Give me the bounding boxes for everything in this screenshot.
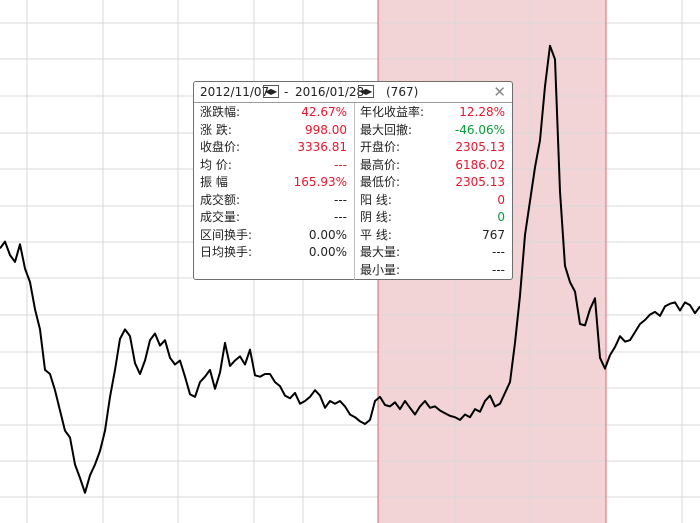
column-divider <box>354 103 355 280</box>
stat-label: 成交量: <box>200 210 241 224</box>
stat-label: 均 价: <box>200 157 232 172</box>
stat-value: 2305.13 <box>455 175 505 189</box>
stat-value: 12.28% <box>459 105 505 119</box>
stat-row: 涨 跌: 998.00 <box>200 122 347 139</box>
stat-value: 42.67% <box>301 105 347 119</box>
stat-value: 0.00% <box>308 227 347 242</box>
stat-value: -46.06% <box>454 122 505 137</box>
stat-row: 均 价: --- <box>200 157 347 174</box>
stat-label: 最高价: <box>360 157 401 172</box>
stat-value: 2305.13 <box>455 140 505 154</box>
stat-row: 成交量: --- <box>200 209 347 226</box>
stat-row: 最大回撤: -46.06% <box>360 122 505 139</box>
stat-value: 165.93% <box>293 175 347 189</box>
interval-stats-panel: 2012/11/07 ◀ ▶ - 2016/01/28 ◀ ▶ (767) ✕ 涨跌… <box>193 81 513 280</box>
start-date[interactable]: 2012/11/07 <box>200 85 270 99</box>
stat-value: 0.00% <box>308 245 347 259</box>
stat-row: 区间换手: 0.00% <box>200 227 347 244</box>
triangle-right-icon[interactable]: ▶ <box>366 86 373 96</box>
stat-row: 平 线: 767 <box>360 227 505 244</box>
date-separator: - <box>284 85 289 99</box>
stat-row: 日均换手: 0.00% <box>200 244 347 261</box>
start-date-stepper[interactable]: ◀ ▶ <box>263 85 279 98</box>
bar-count: (767) <box>386 85 419 99</box>
stat-row: 涨跌幅: 42.67% <box>200 104 347 121</box>
stat-value: --- <box>492 245 505 259</box>
triangle-left-icon[interactable]: ◀ <box>264 86 271 96</box>
price-series <box>0 44 700 494</box>
stat-row: 开盘价: 2305.13 <box>360 139 505 156</box>
stat-label: 平 线: <box>360 227 392 242</box>
stat-row: 振 幅 165.93% <box>200 174 347 191</box>
stat-label: 成交额: <box>200 192 241 207</box>
stat-value: 0 <box>497 192 505 207</box>
price-line <box>0 44 700 494</box>
stat-value: 3336.81 <box>297 140 347 154</box>
stat-label: 阳 线: <box>360 192 392 207</box>
stat-row: 阳 线: 0 <box>360 192 505 209</box>
triangle-right-icon[interactable]: ▶ <box>271 86 278 96</box>
stat-value: --- <box>492 262 505 277</box>
triangle-left-icon[interactable]: ◀ <box>359 86 366 96</box>
panel-header: 2012/11/07 ◀ ▶ - 2016/01/28 ◀ ▶ (767) ✕ <box>194 82 512 103</box>
stat-label: 日均换手: <box>200 245 253 259</box>
stat-label: 收盘价: <box>200 140 241 154</box>
stat-value: --- <box>334 192 347 207</box>
stat-row: 最大量: --- <box>360 244 505 261</box>
stat-label: 振 幅 <box>200 175 228 189</box>
close-icon[interactable]: ✕ <box>493 83 506 101</box>
stat-value: 6186.02 <box>455 157 505 172</box>
end-date[interactable]: 2016/01/28 <box>295 85 365 99</box>
stat-value: --- <box>334 157 347 172</box>
stat-label: 区间换手: <box>200 227 253 242</box>
stat-row: 阴 线: 0 <box>360 209 505 226</box>
stat-label: 涨 跌: <box>200 122 232 137</box>
stat-label: 开盘价: <box>360 140 401 154</box>
stat-value: --- <box>334 210 347 224</box>
stat-label: 最小量: <box>360 262 401 277</box>
stat-label: 涨跌幅: <box>200 105 241 119</box>
stat-row: 年化收益率: 12.28% <box>360 104 505 121</box>
stat-value: 0 <box>497 210 505 224</box>
stat-row: 成交额: --- <box>200 192 347 209</box>
stat-label: 年化收益率: <box>360 105 425 119</box>
stat-value: 767 <box>482 227 505 242</box>
stat-row: 收盘价: 3336.81 <box>200 139 347 156</box>
stat-row: 最低价: 2305.13 <box>360 174 505 191</box>
stat-label: 最低价: <box>360 175 401 189</box>
stat-label: 最大量: <box>360 245 401 259</box>
stat-row: 最小量: --- <box>360 262 505 279</box>
stat-label: 阴 线: <box>360 210 392 224</box>
stat-label: 最大回撤: <box>360 122 413 137</box>
end-date-stepper[interactable]: ◀ ▶ <box>358 85 374 98</box>
stat-value: 998.00 <box>305 122 347 137</box>
stat-row: 最高价: 6186.02 <box>360 157 505 174</box>
